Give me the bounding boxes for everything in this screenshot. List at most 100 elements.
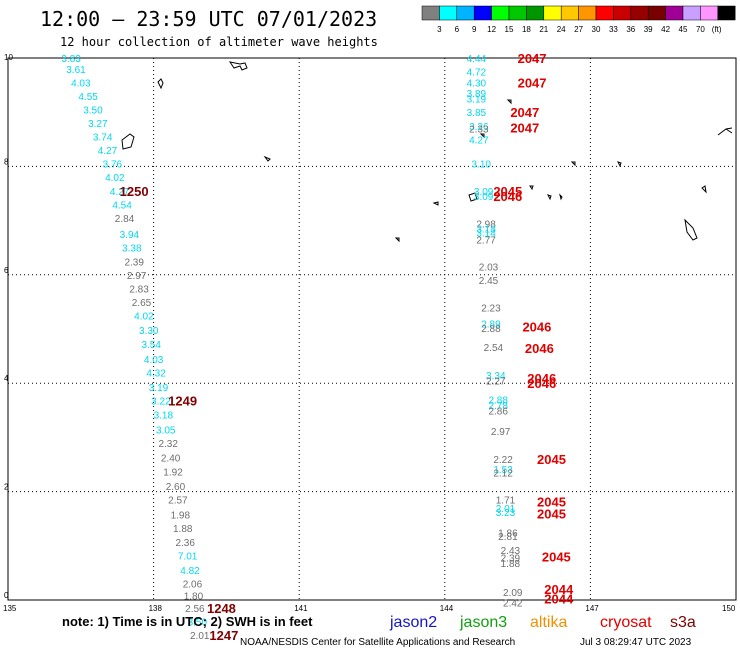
time-labels: 1250124912481247204720472047204720452046… [120, 51, 574, 643]
wave-height-point: 2.32 [158, 439, 178, 450]
colorbar-label: 3 [437, 25, 442, 34]
y-tick-label: 6 [4, 266, 9, 275]
wave-height-point: 2.89 [481, 320, 501, 331]
legend-cryosat: cryosat [600, 614, 652, 631]
island-shape [559, 193, 563, 201]
wave-height-point: 2.54 [484, 343, 504, 354]
colorbar-label: 33 [609, 25, 618, 34]
colorbar-unit: (ft) [712, 25, 722, 34]
wave-height-point: 3.76 [103, 160, 123, 171]
island-shape [121, 133, 135, 150]
wave-height-point: 4.03 [144, 355, 164, 366]
plot-frame [7, 57, 737, 601]
colorbar-label: 39 [644, 25, 653, 34]
island-shape [157, 78, 164, 90]
wave-height-point: 3.19 [467, 95, 487, 106]
colorbar-swatch [613, 5, 632, 21]
x-axis-ticks: 135 138 141 144 147 150 [3, 604, 736, 613]
wave-height-point: 2.03 [479, 263, 499, 274]
chart-subtitle: 12 hour collection of altimeter wave hei… [60, 35, 378, 49]
colorbar-swatch [439, 5, 458, 21]
grid [8, 58, 736, 600]
time-label: 2046 [525, 341, 554, 356]
wave-height-point: 3.34 [486, 371, 506, 382]
colorbar-swatch [665, 5, 684, 21]
y-tick-label: 4 [4, 374, 9, 383]
wave-height-point: 3.30 [139, 326, 159, 337]
x-tick-label: 150 [722, 604, 736, 613]
legend-jason2: jason2 [389, 614, 437, 631]
colorbar-label: 6 [455, 25, 460, 34]
island-shape [547, 194, 552, 201]
wave-height-point: 4.82 [180, 566, 200, 577]
wave-height-point: 4.02 [134, 311, 154, 322]
colorbar-swatch [595, 5, 614, 21]
colorbar-label: 18 [522, 25, 531, 34]
chart-title: 12:00 — 23:59 UTC 07/01/2023 [40, 7, 377, 31]
time-label: 2047 [518, 75, 547, 90]
wave-height-point: 3.83 [61, 54, 81, 65]
wave-height-point: 3.18 [154, 411, 174, 422]
wave-height-point: 3.22 [151, 397, 171, 408]
colorbar-swatch [421, 5, 440, 21]
wave-height-point: 1.53 [493, 465, 513, 476]
island-shape [263, 155, 271, 162]
time-label: 2045 [493, 184, 522, 199]
island-shape [684, 218, 698, 241]
wave-height-point: 1.88 [501, 559, 521, 570]
wave-height-point: 2.83 [129, 284, 149, 295]
wave-height-point: 2.12 [493, 469, 513, 480]
wave-height-point: 2.33 [469, 124, 489, 135]
colorbar-swatch [717, 5, 736, 21]
colorbar-swatch [456, 5, 475, 21]
y-axis-ticks: 0 2 4 6 8 10 [4, 53, 13, 600]
wave-height-point: 3.94 [120, 230, 140, 241]
time-label: 2046 [527, 376, 556, 391]
island-shape [570, 161, 576, 167]
x-tick-label: 147 [585, 604, 599, 613]
wave-height-point: 2.23 [481, 303, 501, 314]
wave-height-point: 3.19 [149, 383, 169, 394]
time-label: 2044 [544, 591, 574, 606]
colorbar-label: 30 [592, 25, 601, 34]
wave-height-point: 2.60 [166, 482, 186, 493]
footer-credit: NOAA/NESDIS Center for Satellite Applica… [240, 637, 515, 648]
wave-height-point: 2.39 [501, 554, 521, 565]
wave-height-point: 1.86 [498, 528, 518, 539]
island-shape [468, 192, 478, 202]
wave-height-point: 2.40 [161, 453, 181, 464]
wave-height-point: 2.57 [168, 496, 188, 507]
time-label: 2047 [510, 120, 539, 135]
wave-height-point: 2.97 [127, 271, 147, 282]
time-label: 2045 [537, 506, 566, 521]
time-label: 1250 [120, 184, 149, 199]
coastline-shapes [121, 61, 733, 243]
wave-height-point: 3.10 [471, 160, 491, 171]
x-tick-label: 138 [149, 604, 163, 613]
wave-height-point: 2.56 [185, 604, 205, 615]
island-shape [701, 185, 707, 194]
wave-height-point: 3.54 [141, 340, 161, 351]
x-tick-label: 141 [294, 604, 308, 613]
time-label: 2046 [527, 371, 556, 386]
colorbar-swatch [543, 5, 562, 21]
wave-height-point: 3.23 [496, 508, 516, 519]
wave-height-point: 2.42 [503, 599, 523, 610]
legend-s3a: s3a [670, 614, 696, 631]
colorbar-label: 36 [626, 25, 635, 34]
wave-height-point: 2.84 [115, 214, 135, 225]
wave-height-point: 2.97 [491, 427, 511, 438]
island-shape [617, 161, 622, 168]
wave-height-point: 1.71 [496, 496, 516, 507]
island-shape [432, 201, 439, 206]
wave-height-point: 2.27 [486, 376, 506, 387]
time-label: 2045 [542, 550, 571, 565]
legend-jason3: jason3 [459, 614, 507, 631]
colorbar-swatch [473, 5, 492, 21]
wave-height-point: 2.65 [132, 298, 152, 309]
wave-height-point: 3.26 [469, 122, 489, 133]
colorbar-label: 9 [472, 25, 477, 34]
wave-height-point: 3.85 [467, 108, 487, 119]
wave-height-point: 1.92 [163, 468, 183, 479]
coastline-shape [717, 127, 733, 136]
